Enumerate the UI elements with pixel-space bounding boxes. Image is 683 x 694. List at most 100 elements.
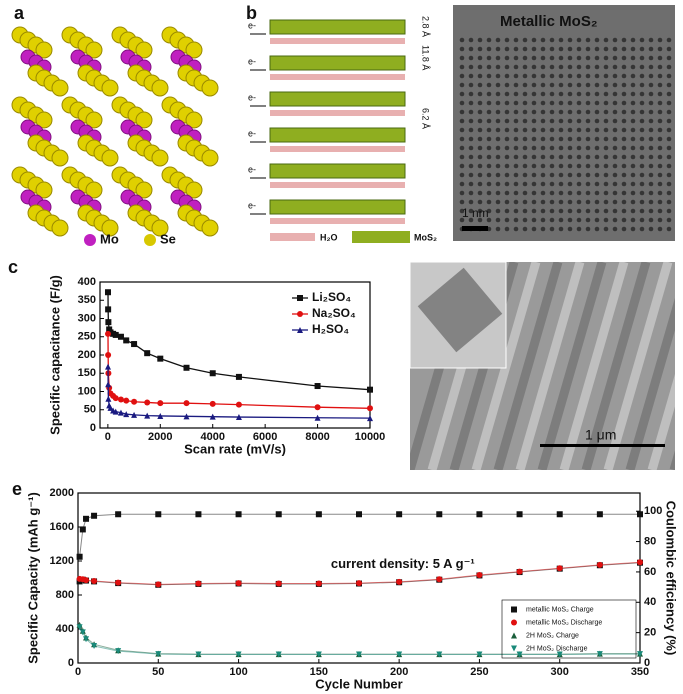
lattice-dot: [594, 172, 600, 178]
se-atom: [151, 149, 169, 167]
lattice-dot: [630, 136, 636, 142]
lattice-dot: [504, 37, 510, 43]
lattice-dot: [513, 208, 519, 214]
lattice-dot: [549, 199, 555, 205]
lattice-dot: [666, 82, 672, 88]
lattice-dot: [630, 82, 636, 88]
mos2-layer: [269, 127, 406, 143]
lattice-dot: [558, 100, 564, 106]
marker: [144, 412, 151, 419]
lattice-dot: [657, 154, 663, 160]
lattice-dot: [603, 82, 609, 88]
marker: [115, 579, 122, 586]
lattice-dot: [639, 127, 645, 133]
lattice-dot: [540, 109, 546, 115]
se-atom: [135, 41, 153, 59]
marker: [79, 526, 86, 533]
lattice-dot: [657, 208, 663, 214]
lattice-dot: [504, 190, 510, 196]
lattice-dot: [630, 118, 636, 124]
lattice-dot: [648, 181, 654, 187]
se-atom: [135, 111, 153, 129]
lattice-dot: [459, 46, 465, 52]
lattice-dot: [522, 136, 528, 142]
lattice-dot: [585, 127, 591, 133]
lattice-dot: [639, 181, 645, 187]
lattice-dot: [567, 136, 573, 142]
lattice-dot: [567, 145, 573, 151]
se-atom: [51, 219, 69, 237]
se-atom: [201, 149, 219, 167]
y-tick-label: 300: [78, 312, 96, 324]
lattice-dot: [657, 199, 663, 205]
lattice-dot: [522, 109, 528, 115]
lattice-dot: [513, 199, 519, 205]
lattice-dot: [477, 145, 483, 151]
marker: [516, 568, 523, 575]
lattice-dot: [567, 190, 573, 196]
lattice-dot: [639, 136, 645, 142]
lattice-dot: [585, 199, 591, 205]
lattice-dot: [540, 100, 546, 106]
lattice-dot: [495, 181, 501, 187]
lattice-dot: [576, 127, 582, 133]
legend-label: H₂O: [320, 232, 338, 242]
lattice-dot: [504, 82, 510, 88]
lattice-dot: [567, 226, 573, 232]
lattice-dot: [495, 190, 501, 196]
lattice-dot: [486, 46, 492, 52]
marker: [314, 414, 321, 421]
lattice-dot: [495, 127, 501, 133]
lattice-dot: [648, 199, 654, 205]
lattice-dot: [522, 181, 528, 187]
lattice-dot: [504, 55, 510, 61]
lattice-dot: [504, 208, 510, 214]
marker: [112, 331, 119, 338]
lattice-dot: [504, 154, 510, 160]
marker: [131, 341, 138, 348]
lattice-dot: [639, 73, 645, 79]
mos2-layer: [269, 19, 406, 35]
lattice-dot: [648, 46, 654, 52]
lattice-dot: [585, 154, 591, 160]
y-tick-label: 0: [90, 422, 96, 434]
marker: [76, 553, 83, 560]
marker: [105, 319, 112, 326]
marker: [195, 651, 202, 658]
lattice-dot: [531, 136, 537, 142]
lattice-dot: [603, 208, 609, 214]
lattice-dot: [495, 226, 501, 232]
y-tick-label: 150: [78, 367, 96, 379]
lattice-dot: [621, 226, 627, 232]
lattice-dot: [486, 181, 492, 187]
lattice-dot: [621, 163, 627, 169]
lattice-dot: [522, 55, 528, 61]
panel-label: a: [14, 3, 25, 23]
lattice-dot: [549, 181, 555, 187]
lattice-dot: [513, 226, 519, 232]
lattice-dot: [567, 73, 573, 79]
marker: [157, 412, 164, 419]
lattice-dot: [468, 109, 474, 115]
lattice-dot: [486, 145, 492, 151]
marker: [195, 580, 202, 587]
lattice-dot: [603, 145, 609, 151]
lattice-dot: [513, 91, 519, 97]
lattice-dot: [558, 181, 564, 187]
lattice-dot: [657, 100, 663, 106]
panel-label: b: [246, 3, 257, 23]
legend-label: Na₂SO₄: [312, 306, 356, 320]
lattice-dot: [558, 46, 564, 52]
lattice-dot: [576, 163, 582, 169]
lattice-dot: [486, 127, 492, 133]
legend-marker: [297, 295, 303, 301]
y2-axis-label: Coulombic efficiency (%): [664, 501, 679, 656]
lattice-dot: [468, 181, 474, 187]
marker: [396, 578, 403, 585]
lattice-dot: [576, 217, 582, 223]
lattice-dot: [657, 82, 663, 88]
lattice-dot: [585, 37, 591, 43]
lattice-dot: [459, 73, 465, 79]
marker: [123, 337, 130, 344]
lattice-dot: [567, 217, 573, 223]
